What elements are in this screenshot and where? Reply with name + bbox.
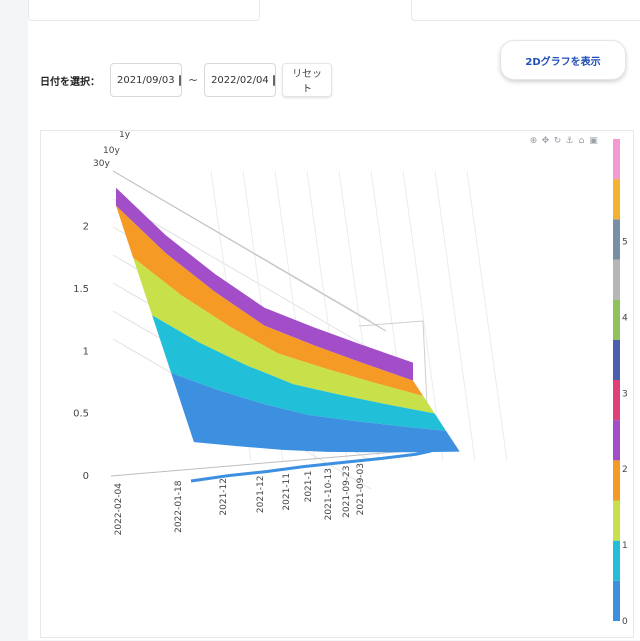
depth-tick-label: 30y (93, 159, 110, 169)
grid-line (466, 170, 508, 462)
surface-floor-edge (190, 449, 432, 483)
z-axis: 0 0.5 1 1.5 2 (73, 222, 89, 482)
colorbar-tick-label: 3 (622, 389, 628, 399)
x-tick-label: 2021-12 (256, 476, 266, 514)
orbit-icon[interactable]: ↻ (553, 136, 562, 146)
x-tick-label: 2021-09-23 (342, 466, 352, 518)
calendar-icon[interactable] (272, 74, 275, 86)
colorbar-tick-label: 4 (622, 313, 628, 323)
x-tick-label: 2022-01-18 (174, 480, 184, 533)
top-card-left (28, 0, 260, 21)
colorbar-band (613, 460, 620, 501)
home-icon[interactable]: ⌂ (578, 136, 585, 146)
colorbar: 0 1 2 3 4 5 (613, 139, 628, 627)
start-date-value: 2021/09/03 (117, 74, 175, 86)
reset-button[interactable]: リセット (282, 63, 333, 97)
surface-plot (116, 187, 460, 483)
surface-band (171, 372, 460, 453)
end-date-value: 2022/02/04 (211, 74, 269, 86)
axis-line (112, 170, 387, 332)
colorbar-band (613, 580, 620, 621)
colorbar-band (613, 299, 620, 340)
pan-icon[interactable]: ✥ (541, 136, 550, 146)
depth-axis: 30y 10y 1y (93, 130, 131, 169)
colorbar-band (613, 420, 620, 461)
calendar-icon[interactable] (178, 74, 181, 86)
colorbar-tick-label: 5 (622, 237, 628, 247)
z-tick-label: 0.5 (73, 409, 89, 420)
x-axis: 2022-02-04 2022-01-18 2021-12 2021-12 2021-1… (114, 463, 366, 535)
colorbar-band (613, 259, 620, 300)
x-tick-label: 2021-11 (282, 473, 292, 511)
depth-tick-label: 10y (103, 146, 120, 156)
colorbar-tick-label: 1 (622, 541, 628, 551)
colorbar-tick-label: 0 (622, 617, 628, 627)
colorbar-band (613, 540, 620, 581)
date-separator: ~ (188, 73, 199, 87)
colorbar-band (613, 219, 620, 260)
x-tick-label: 2021-12 (219, 478, 229, 516)
surface-chart[interactable]: 00.511.52 2022-02-04 2022-01-18 2021-12 202… (41, 130, 633, 637)
z-tick-label: 0 (83, 471, 89, 482)
z-tick-label: 2 (83, 222, 89, 233)
end-date-field[interactable]: 2022/02/04 (204, 63, 277, 97)
top-card-right (411, 0, 640, 21)
x-tick-label: 2021-09-03 (356, 463, 366, 515)
colorbar-band (613, 339, 620, 380)
x-tick-label: 2022-02-04 (114, 483, 124, 536)
z-tick-label: 1.5 (73, 284, 89, 295)
x-tick-label: 2021-10-13 (324, 468, 334, 520)
depth-tick-label: 1y (119, 131, 131, 140)
surface-band (152, 315, 447, 431)
zoom-icon[interactable]: ⊕ (529, 136, 538, 146)
surface-band (133, 257, 435, 414)
date-filter-label: 日付を選択： (40, 76, 100, 88)
grid-line (402, 170, 444, 462)
colorbar-band (613, 500, 620, 541)
colorbar-tick-label: 2 (622, 465, 628, 475)
z-tick-label: 1 (83, 346, 89, 357)
grid-line (434, 170, 476, 462)
colorbar-band (613, 179, 620, 220)
camera-icon[interactable]: ▣ (589, 136, 598, 146)
show-2d-graph-button[interactable]: 2Dグラフを表示 (500, 40, 626, 80)
turntable-icon[interactable]: ⚓ (565, 136, 574, 146)
colorbar-band (613, 139, 620, 180)
start-date-field[interactable]: 2021/09/03 (110, 63, 182, 97)
surface-band-purple (116, 187, 413, 381)
page: 日付を選択： 2021/09/03 ~ 2022/02/04 リセット 2Dグラ… (28, 0, 640, 640)
date-filter-row: 日付を選択： 2021/09/03 ~ 2022/02/04 リセット (40, 62, 333, 98)
chart-container[interactable]: ⊕ ✥ ↻ ⚓ ⌂ ▣ 0 0.5 1 1.5 2 2022-02-04 2022-01-… (40, 130, 634, 638)
colorbar-band (613, 380, 620, 421)
surface-band (116, 205, 424, 397)
x-tick-label: 2021-1 (304, 471, 314, 503)
chart-modebar: ⊕ ✥ ↻ ⚓ ⌂ ▣ (529, 137, 598, 146)
axis-line (110, 448, 432, 477)
